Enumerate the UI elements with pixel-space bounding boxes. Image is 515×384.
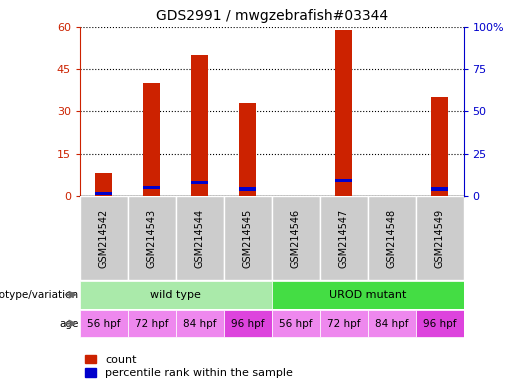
Bar — [416, 310, 464, 338]
Bar — [80, 281, 272, 309]
Bar — [95, 173, 112, 196]
Bar — [128, 196, 176, 280]
Text: 96 hpf: 96 hpf — [423, 318, 456, 329]
Text: GSM214548: GSM214548 — [387, 209, 397, 268]
Text: 56 hpf: 56 hpf — [87, 318, 121, 329]
Text: GSM214549: GSM214549 — [435, 209, 444, 268]
Text: 56 hpf: 56 hpf — [279, 318, 313, 329]
Bar — [128, 310, 176, 338]
Text: GSM214545: GSM214545 — [243, 209, 253, 268]
Text: genotype/variation: genotype/variation — [0, 290, 79, 300]
Legend: count, percentile rank within the sample: count, percentile rank within the sample — [85, 354, 293, 379]
Bar — [335, 30, 352, 196]
Title: GDS2991 / mwgzebrafish#03344: GDS2991 / mwgzebrafish#03344 — [156, 9, 388, 23]
Text: 84 hpf: 84 hpf — [375, 318, 408, 329]
Bar — [80, 310, 128, 338]
Text: 96 hpf: 96 hpf — [231, 318, 264, 329]
Bar — [239, 103, 256, 196]
Bar — [80, 196, 128, 280]
Bar — [192, 55, 208, 196]
Bar — [272, 196, 320, 280]
Bar — [95, 192, 112, 195]
Text: wild type: wild type — [150, 290, 201, 300]
Bar — [431, 97, 448, 196]
Bar — [192, 180, 208, 184]
Text: UROD mutant: UROD mutant — [329, 290, 406, 300]
Text: 72 hpf: 72 hpf — [327, 318, 360, 329]
Bar — [320, 310, 368, 338]
Bar — [416, 196, 464, 280]
Bar — [335, 179, 352, 182]
Text: age: age — [60, 318, 79, 329]
Text: GSM214543: GSM214543 — [147, 209, 157, 268]
Text: 84 hpf: 84 hpf — [183, 318, 216, 329]
Text: GSM214544: GSM214544 — [195, 209, 205, 268]
Bar — [224, 310, 272, 338]
Bar — [176, 310, 224, 338]
Text: GSM214547: GSM214547 — [338, 209, 349, 268]
Bar — [368, 310, 416, 338]
Text: GSM214542: GSM214542 — [99, 209, 109, 268]
Bar — [143, 83, 160, 196]
Bar — [320, 196, 368, 280]
Bar — [272, 310, 320, 338]
Bar — [272, 281, 464, 309]
Bar — [368, 196, 416, 280]
Bar — [239, 187, 256, 191]
Text: 72 hpf: 72 hpf — [135, 318, 168, 329]
Bar — [143, 186, 160, 189]
Text: GSM214546: GSM214546 — [290, 209, 301, 268]
Bar — [224, 196, 272, 280]
Bar — [431, 187, 448, 191]
Bar — [176, 196, 224, 280]
